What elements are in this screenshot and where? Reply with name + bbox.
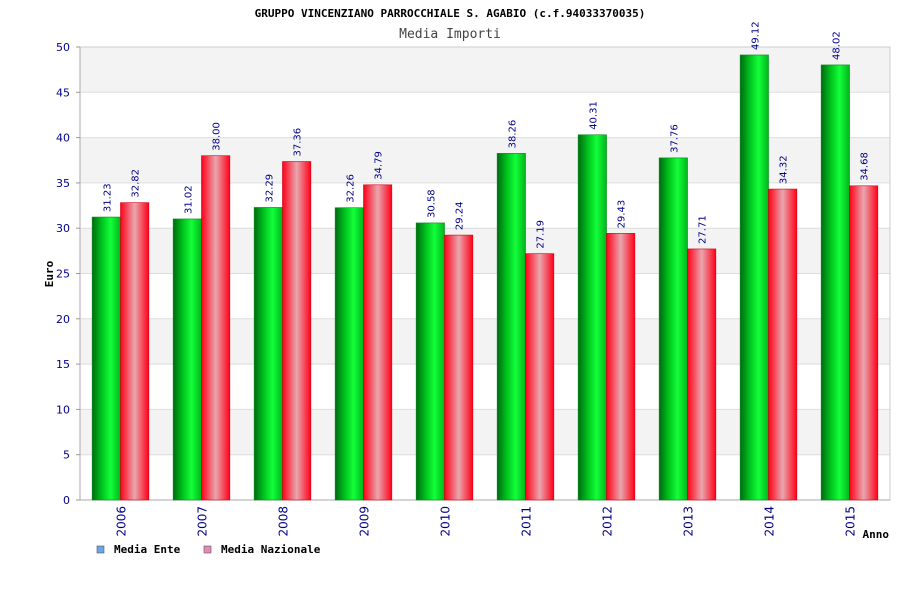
data-label: 32.29 xyxy=(264,174,275,203)
y-axis-ticks: 0 5 10 15 20 25 30 35 40 45 50 xyxy=(56,41,80,507)
x-tick-label: 2007 xyxy=(196,506,210,537)
bar-media-ente-2011 xyxy=(496,153,526,501)
y-tick-label: 30 xyxy=(56,222,70,235)
bar-media-ente-2009 xyxy=(334,207,364,501)
y-axis-label: Euro xyxy=(43,260,56,287)
data-label: 34.79 xyxy=(374,151,385,180)
legend-swatch xyxy=(203,545,212,554)
bar-media-ente-2010 xyxy=(415,222,445,501)
bar-media-ente-2012 xyxy=(577,134,607,501)
bar-media-ente-2013 xyxy=(658,157,688,501)
x-tick-label: 2012 xyxy=(601,506,615,537)
bar-media-nazionale-2007 xyxy=(201,155,231,501)
bar-media-ente-2014 xyxy=(739,54,769,501)
y-tick-label: 50 xyxy=(56,41,70,54)
x-tick-label: 2006 xyxy=(115,506,129,537)
y-tick-label: 45 xyxy=(56,86,70,99)
x-tick-label: 2013 xyxy=(682,506,696,537)
y-tick-label: 35 xyxy=(56,177,70,190)
data-label: 37.76 xyxy=(669,124,680,153)
bar-media-nazionale-2014 xyxy=(768,188,798,501)
bar-media-nazionale-2015 xyxy=(849,185,879,501)
y-tick-label: 15 xyxy=(56,358,70,371)
y-tick-label: 10 xyxy=(56,403,70,416)
bars xyxy=(91,54,879,501)
chart-subtitle: Media Importi xyxy=(399,27,501,42)
x-tick-label: 2015 xyxy=(844,506,858,537)
data-label: 32.82 xyxy=(131,169,142,198)
x-tick-label: 2008 xyxy=(277,506,291,537)
legend: Media Ente Media Nazionale xyxy=(96,543,321,556)
bar-media-nazionale-2010 xyxy=(444,234,474,501)
data-label: 31.23 xyxy=(102,183,113,212)
data-label: 40.31 xyxy=(588,101,599,130)
bar-media-nazionale-2006 xyxy=(120,202,150,501)
y-tick-label: 5 xyxy=(63,449,70,462)
bar-media-ente-2007 xyxy=(172,218,202,501)
data-labels: 31.23 32.82 31.02 38.00 32.29 37.36 32.26 34.79… xyxy=(102,21,870,248)
data-label: 38.26 xyxy=(507,120,518,149)
data-label: 48.02 xyxy=(831,31,842,60)
bar-media-nazionale-2012 xyxy=(606,233,636,501)
bar-media-nazionale-2013 xyxy=(687,248,717,501)
y-tick-label: 40 xyxy=(56,132,70,145)
bar-media-ente-2008 xyxy=(253,207,283,501)
data-label: 29.24 xyxy=(455,201,466,230)
chart-title: GRUPPO VINCENZIANO PARROCCHIALE S. AGABI… xyxy=(255,7,646,20)
bar-media-nazionale-2008 xyxy=(282,161,312,501)
x-tick-label: 2014 xyxy=(763,506,777,537)
bar-media-nazionale-2009 xyxy=(363,184,393,501)
data-label: 38.00 xyxy=(212,122,223,151)
data-label: 37.36 xyxy=(293,128,304,157)
legend-label: Media Nazionale xyxy=(221,543,321,556)
y-tick-label: 20 xyxy=(56,313,70,326)
data-label: 34.68 xyxy=(860,152,871,181)
data-label: 27.19 xyxy=(536,220,547,249)
x-tick-label: 2010 xyxy=(439,506,453,537)
x-axis-ticks: 2006 2007 2008 2009 2010 2011 2012 2013 2014 2015 xyxy=(115,506,858,537)
x-axis-label: Anno xyxy=(863,528,890,541)
x-tick-label: 2011 xyxy=(520,506,534,537)
data-label: 30.58 xyxy=(426,189,437,218)
legend-swatch xyxy=(96,545,105,554)
x-tick-label: 2009 xyxy=(358,506,372,537)
bar-media-ente-2006 xyxy=(91,216,121,501)
data-label: 27.71 xyxy=(698,215,709,244)
data-label: 29.43 xyxy=(617,200,628,229)
bar-media-nazionale-2011 xyxy=(525,253,555,501)
data-label: 49.12 xyxy=(750,21,761,50)
bar-media-ente-2015 xyxy=(820,64,850,501)
data-label: 34.32 xyxy=(779,155,790,184)
y-tick-label: 0 xyxy=(63,494,70,507)
y-tick-label: 25 xyxy=(56,268,70,281)
data-label: 32.26 xyxy=(345,174,356,203)
legend-label: Media Ente xyxy=(114,543,181,556)
data-label: 31.02 xyxy=(183,185,194,214)
